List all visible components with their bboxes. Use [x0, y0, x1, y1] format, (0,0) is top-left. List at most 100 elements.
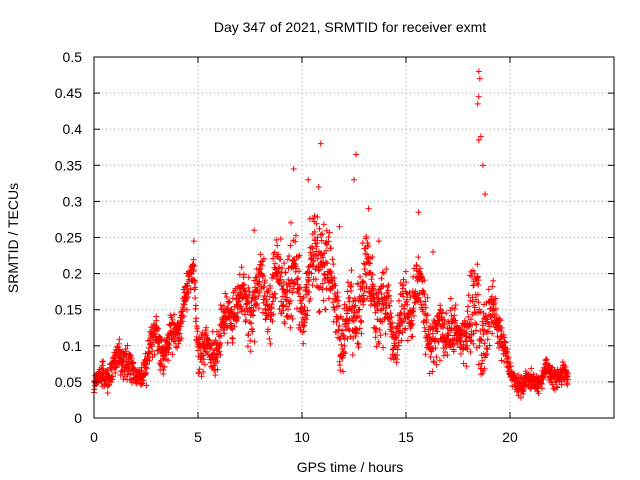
data-point — [473, 321, 480, 328]
data-point — [140, 377, 147, 384]
data-point — [410, 312, 417, 319]
data-point — [404, 337, 411, 344]
data-point — [467, 316, 474, 323]
x-tick-label: 5 — [194, 429, 202, 445]
data-point — [278, 298, 285, 305]
data-point — [315, 267, 322, 274]
data-point — [476, 75, 483, 82]
data-point — [394, 352, 401, 359]
data-point — [200, 368, 207, 375]
data-point — [298, 300, 305, 307]
data-point — [434, 328, 441, 335]
data-point — [303, 281, 310, 288]
data-point — [348, 280, 355, 287]
data-point — [356, 306, 363, 313]
data-point — [377, 332, 384, 339]
data-point — [379, 269, 386, 276]
data-point — [231, 323, 238, 330]
x-tick-label: 20 — [502, 429, 518, 445]
data-point — [128, 376, 135, 383]
data-point — [243, 317, 250, 324]
data-point — [287, 324, 294, 331]
data-point — [468, 337, 475, 344]
y-tick-label: 0 — [74, 410, 82, 426]
data-point — [146, 357, 153, 364]
data-point — [337, 367, 344, 374]
data-point — [450, 348, 457, 355]
data-point — [415, 209, 422, 216]
data-point — [447, 295, 454, 302]
data-point — [112, 369, 119, 376]
data-point — [484, 336, 491, 343]
data-point — [175, 340, 182, 347]
data-point — [467, 348, 474, 355]
data-point — [564, 370, 571, 377]
data-point — [359, 285, 366, 292]
data-point — [549, 381, 556, 388]
data-point — [180, 305, 187, 312]
data-point — [392, 333, 399, 340]
data-point — [308, 270, 315, 277]
data-point — [246, 319, 253, 326]
data-point — [427, 354, 434, 361]
data-point — [409, 333, 416, 340]
data-point — [124, 371, 131, 378]
data-point — [143, 365, 150, 372]
data-point — [535, 383, 542, 390]
data-point — [285, 276, 292, 283]
data-point — [484, 316, 491, 323]
x-tick-label: 0 — [90, 429, 98, 445]
data-point — [369, 254, 376, 261]
data-point — [222, 290, 229, 297]
data-point — [368, 276, 375, 283]
data-point — [130, 365, 137, 372]
data-point — [339, 368, 346, 375]
data-point — [249, 288, 256, 295]
data-point — [365, 205, 372, 212]
data-point — [296, 284, 303, 291]
data-point — [482, 352, 489, 359]
data-point — [256, 289, 263, 296]
data-point — [363, 233, 370, 240]
data-point — [247, 337, 254, 344]
data-point — [145, 344, 152, 351]
data-point — [181, 301, 188, 308]
data-point — [550, 385, 557, 392]
data-point — [279, 302, 286, 309]
data-point — [444, 352, 451, 359]
data-point — [451, 305, 458, 312]
data-point — [330, 261, 337, 268]
data-point — [472, 327, 479, 334]
data-point — [151, 351, 158, 358]
data-point — [353, 151, 360, 158]
data-point — [398, 337, 405, 344]
data-point — [411, 299, 418, 306]
data-point — [248, 298, 255, 305]
data-point — [172, 343, 179, 350]
data-point — [338, 341, 345, 348]
data-point — [278, 310, 285, 317]
data-point — [151, 331, 158, 338]
data-point — [192, 294, 199, 301]
data-point — [117, 372, 124, 379]
data-point — [493, 311, 500, 318]
data-point — [422, 328, 429, 335]
data-point — [403, 279, 409, 286]
data-point — [430, 248, 437, 255]
data-point — [402, 325, 409, 332]
data-point — [428, 348, 435, 355]
data-point — [221, 303, 227, 310]
data-point — [100, 358, 107, 365]
data-point — [385, 287, 392, 294]
data-point — [331, 275, 338, 282]
data-point — [313, 220, 320, 227]
data-point — [475, 93, 482, 100]
data-point — [213, 328, 220, 335]
data-point — [366, 270, 373, 277]
data-point — [217, 351, 224, 358]
data-point — [265, 326, 272, 333]
data-point — [284, 294, 291, 301]
data-point — [432, 345, 439, 352]
data-point — [440, 345, 447, 352]
